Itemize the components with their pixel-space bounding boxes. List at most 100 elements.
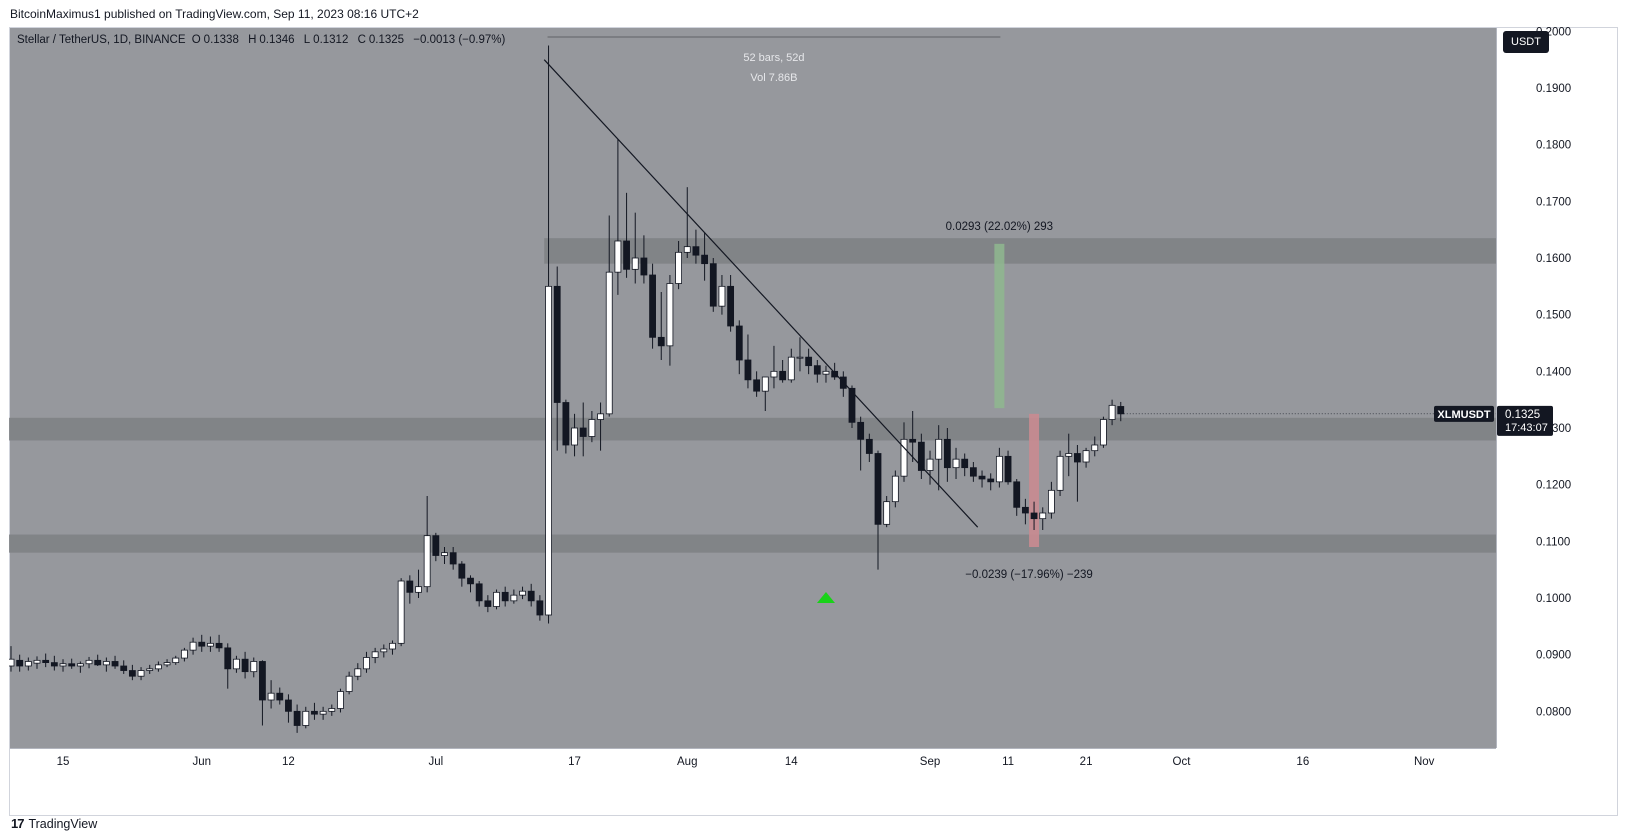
x-tick-label: 17 bbox=[568, 756, 581, 768]
x-tick-label: 11 bbox=[1002, 756, 1014, 768]
candle-body bbox=[1074, 453, 1081, 463]
candle-body bbox=[50, 662, 58, 667]
candle-body bbox=[68, 663, 76, 667]
candle-body bbox=[432, 535, 440, 556]
candle-body bbox=[207, 642, 214, 647]
y-tick-label: 0.1800 bbox=[1536, 140, 1571, 152]
candle-body bbox=[241, 658, 249, 673]
horizontal-zone bbox=[9, 534, 1496, 553]
footer-brand[interactable]: 17 TradingView bbox=[11, 816, 97, 831]
y-tick-label: 0.2000 bbox=[1536, 27, 1571, 38]
candle-body bbox=[493, 591, 500, 607]
triangle-up-marker-icon bbox=[816, 592, 835, 603]
candle-body bbox=[753, 379, 761, 392]
candle-body bbox=[683, 246, 691, 253]
candle-body bbox=[926, 458, 934, 471]
candle-body bbox=[883, 501, 891, 525]
candle-body bbox=[623, 240, 630, 270]
x-tick-label: 15 bbox=[57, 756, 70, 768]
currency-button[interactable]: USDT bbox=[1503, 31, 1549, 53]
close-value: 0.1325 bbox=[368, 34, 405, 46]
tradingview-logo-icon: 17 bbox=[11, 816, 25, 831]
candle-body bbox=[588, 419, 596, 437]
candle-body bbox=[597, 413, 604, 420]
candle-body bbox=[848, 387, 856, 423]
price-tag-countdown: 17:43:07 bbox=[1505, 422, 1548, 434]
candle-body bbox=[259, 661, 266, 701]
candle-body bbox=[224, 647, 232, 670]
candle-body bbox=[1030, 512, 1038, 520]
date-range-volume-label: Vol 7.86B bbox=[750, 72, 797, 84]
candle-body bbox=[406, 580, 414, 593]
candle-body bbox=[527, 590, 535, 602]
candle-body bbox=[137, 670, 145, 677]
y-tick-label: 0.0900 bbox=[1536, 650, 1571, 662]
candle-body bbox=[718, 285, 726, 307]
down-target-bar bbox=[1029, 413, 1040, 547]
candle-body bbox=[709, 263, 717, 307]
candle-body bbox=[397, 580, 405, 644]
candle-body bbox=[250, 661, 258, 673]
candle-body bbox=[935, 438, 943, 460]
candle-body bbox=[614, 240, 622, 273]
candle-body bbox=[891, 475, 899, 503]
symbol-title[interactable]: Stellar / TetherUS, 1D, BINANCE bbox=[17, 34, 186, 46]
candle-body bbox=[657, 336, 665, 347]
candle-body bbox=[1021, 506, 1029, 514]
candle-body bbox=[995, 455, 1003, 483]
high-value: 0.1346 bbox=[259, 34, 295, 46]
candle-body bbox=[1082, 450, 1090, 463]
candle-body bbox=[796, 356, 804, 359]
candle-body bbox=[441, 552, 448, 556]
candle-body bbox=[293, 710, 301, 726]
candle-body bbox=[120, 665, 128, 671]
candle-body bbox=[458, 563, 466, 579]
candlestick-chart[interactable]: 52 bars, 52d Vol 7.86B 0.0293 (22.02%) 293… bbox=[9, 27, 1618, 816]
candle-body bbox=[857, 421, 865, 440]
open-label: O 0.1338 bbox=[191, 34, 239, 46]
candle-body bbox=[33, 659, 41, 664]
y-tick-label: 0.1600 bbox=[1536, 253, 1571, 265]
x-tick-label: 14 bbox=[785, 756, 798, 768]
candle-body bbox=[59, 663, 67, 667]
candle-body bbox=[1065, 453, 1073, 457]
candle-body bbox=[9, 658, 15, 667]
candle-body bbox=[553, 285, 561, 403]
date-range-bars-label: 52 bars, 52d bbox=[743, 52, 804, 64]
descending-trendline bbox=[543, 59, 979, 528]
candle-body bbox=[1117, 406, 1125, 415]
candle-body bbox=[389, 642, 396, 650]
candle-body bbox=[978, 475, 986, 480]
close-label: C 0.1325 bbox=[357, 34, 405, 46]
candle-body bbox=[770, 370, 778, 378]
candle-body bbox=[423, 535, 431, 588]
candle-body bbox=[172, 657, 180, 663]
x-tick-label: Jun bbox=[192, 756, 211, 768]
candle-body bbox=[675, 251, 682, 284]
y-tick-label: 0.1200 bbox=[1536, 480, 1571, 492]
candle-body bbox=[1013, 481, 1021, 508]
candle-body bbox=[302, 710, 310, 726]
chart-frame[interactable]: 52 bars, 52d Vol 7.86B 0.0293 (22.02%) 293… bbox=[9, 27, 1618, 816]
candle-body bbox=[1108, 404, 1116, 420]
candle-body bbox=[1091, 444, 1099, 452]
candle-body bbox=[319, 710, 327, 715]
candle-body bbox=[536, 600, 544, 616]
candle-body bbox=[787, 356, 795, 381]
plot-background bbox=[9, 27, 1496, 748]
candle-body bbox=[189, 641, 197, 651]
candle-body bbox=[969, 467, 977, 477]
x-tick-label: 16 bbox=[1296, 756, 1309, 768]
candle-body bbox=[285, 699, 292, 712]
candle-body bbox=[267, 692, 275, 701]
candle-body bbox=[94, 659, 102, 666]
candle-body bbox=[311, 710, 318, 715]
candle-body bbox=[744, 359, 752, 381]
candle-body bbox=[779, 370, 787, 381]
candle-body bbox=[363, 657, 370, 670]
symbol-tag-label: XLMUSDT bbox=[1437, 409, 1490, 421]
y-tick-label: 0.1500 bbox=[1536, 310, 1571, 322]
candle-body bbox=[701, 254, 708, 265]
y-tick-label: 0.0800 bbox=[1536, 706, 1571, 718]
candle-body bbox=[1039, 512, 1047, 520]
